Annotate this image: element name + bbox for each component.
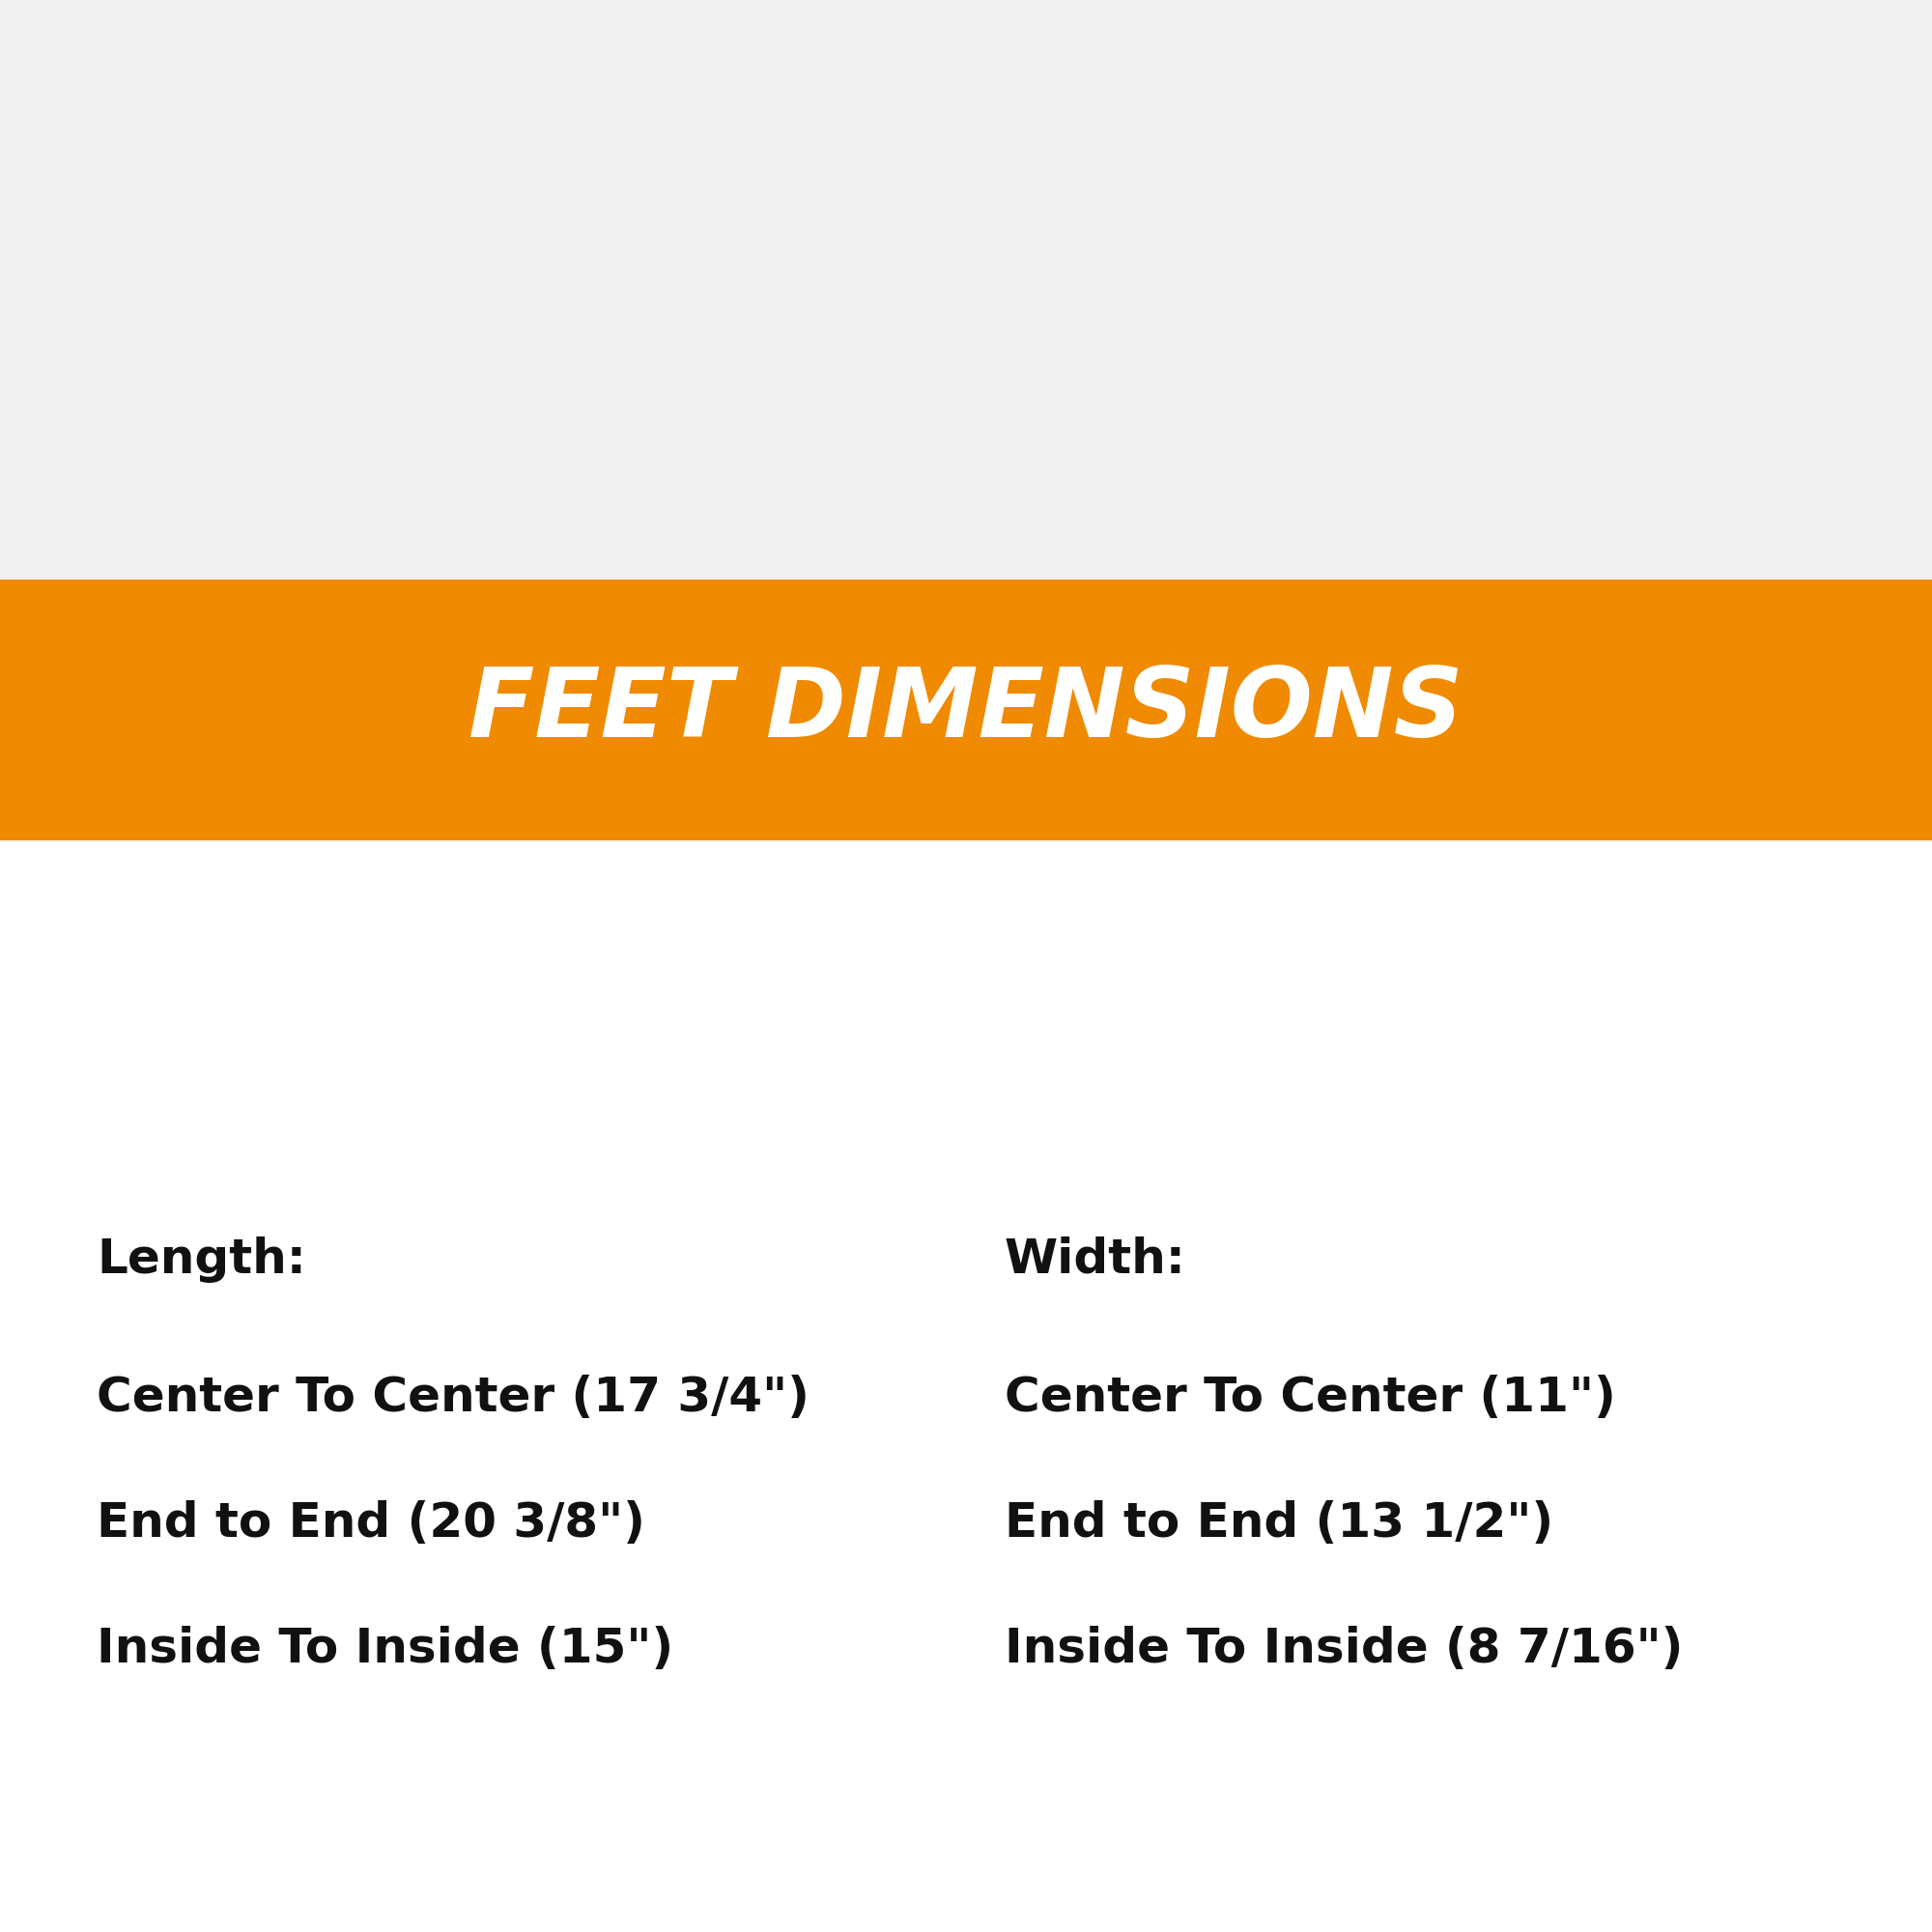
FancyBboxPatch shape [0,580,1932,840]
Text: Inside To Inside (8 7/16"): Inside To Inside (8 7/16") [1005,1627,1683,1673]
Text: Width:: Width: [1005,1236,1186,1283]
Text: Center To Center (11"): Center To Center (11") [1005,1376,1615,1422]
Text: Length:: Length: [97,1236,305,1283]
Text: End to End (20 3/8"): End to End (20 3/8") [97,1499,645,1546]
Text: Center To Center (17 3/4"): Center To Center (17 3/4") [97,1376,810,1422]
Text: End to End (13 1/2"): End to End (13 1/2") [1005,1499,1553,1546]
FancyBboxPatch shape [0,0,1932,580]
Text: FEET DIMENSIONS: FEET DIMENSIONS [469,663,1463,757]
Text: Inside To Inside (15"): Inside To Inside (15") [97,1627,674,1673]
